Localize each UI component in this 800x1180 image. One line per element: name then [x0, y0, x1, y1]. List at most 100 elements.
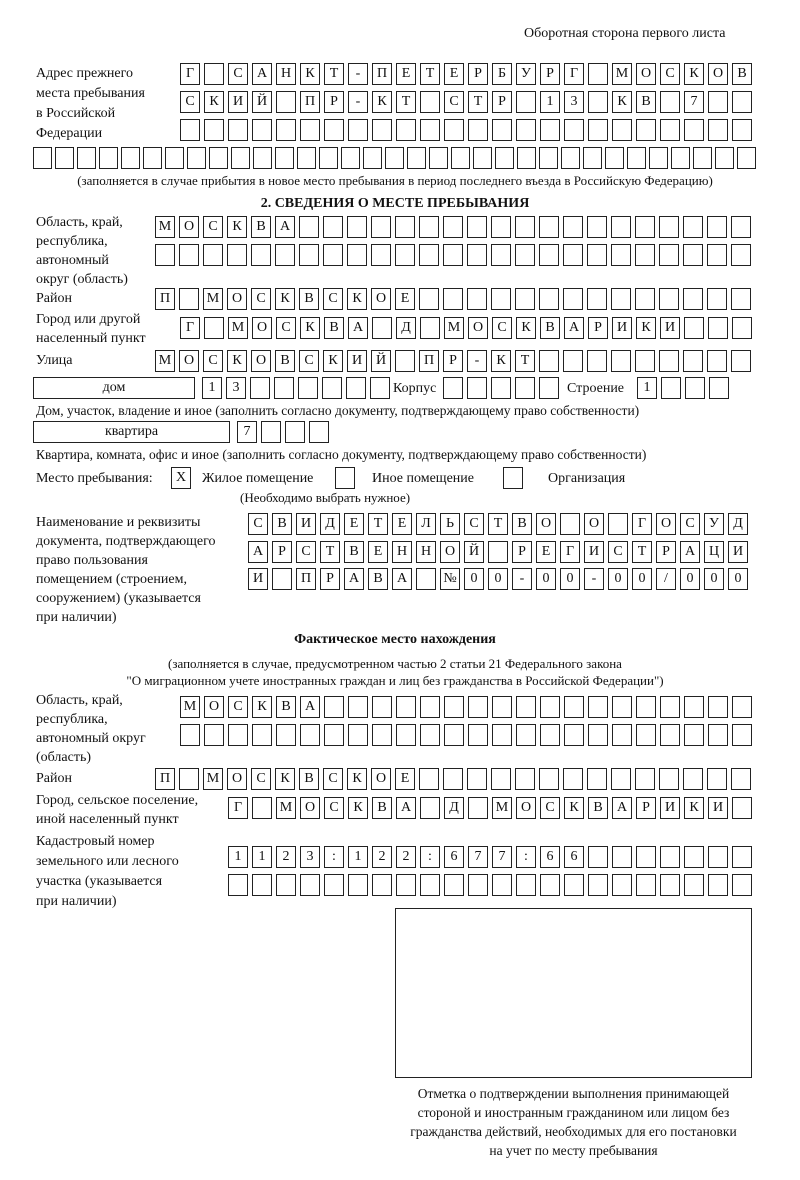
char-cell[interactable] [517, 147, 536, 169]
char-cell[interactable] [444, 119, 464, 141]
char-cell[interactable] [684, 874, 704, 896]
char-cell[interactable] [540, 874, 560, 896]
char-cell[interactable] [275, 244, 295, 266]
char-cell[interactable]: М [492, 797, 512, 819]
char-cell[interactable] [495, 147, 514, 169]
char-cell[interactable]: У [516, 63, 536, 85]
char-cell[interactable]: П [419, 350, 439, 372]
char-cell[interactable]: И [612, 317, 632, 339]
char-cell[interactable] [407, 147, 426, 169]
char-cell[interactable]: 1 [202, 377, 222, 399]
char-cell[interactable] [540, 119, 560, 141]
char-cell[interactable] [275, 147, 294, 169]
char-cell[interactable]: К [323, 350, 343, 372]
char-cell[interactable]: С [444, 91, 464, 113]
char-cell[interactable] [179, 768, 199, 790]
char-cell[interactable] [683, 216, 703, 238]
char-cell[interactable] [285, 421, 305, 443]
char-cell[interactable]: Й [371, 350, 391, 372]
char-cell[interactable]: О [440, 541, 460, 563]
char-cell[interactable] [731, 244, 751, 266]
char-cell[interactable] [323, 244, 343, 266]
char-cell[interactable] [516, 874, 536, 896]
char-cell[interactable] [515, 216, 535, 238]
char-cell[interactable] [588, 91, 608, 113]
char-cell[interactable]: А [275, 216, 295, 238]
char-cell[interactable] [473, 147, 492, 169]
char-cell[interactable]: У [704, 513, 724, 535]
char-cell[interactable]: О [516, 797, 536, 819]
char-cell[interactable] [611, 216, 631, 238]
char-cell[interactable]: : [516, 846, 536, 868]
char-cell[interactable] [539, 768, 559, 790]
char-cell[interactable]: В [276, 696, 296, 718]
char-cell[interactable]: К [275, 288, 295, 310]
char-cell[interactable]: П [372, 63, 392, 85]
char-cell[interactable] [299, 216, 319, 238]
char-cell[interactable]: С [276, 317, 296, 339]
char-cell[interactable]: К [564, 797, 584, 819]
char-cell[interactable] [491, 768, 511, 790]
char-cell[interactable] [693, 147, 712, 169]
char-cell[interactable] [468, 119, 488, 141]
char-cell[interactable]: К [491, 350, 511, 372]
char-cell[interactable] [612, 846, 632, 868]
char-cell[interactable]: - [348, 91, 368, 113]
char-cell[interactable] [611, 768, 631, 790]
char-cell[interactable] [660, 846, 680, 868]
char-cell[interactable]: 0 [488, 568, 508, 590]
char-cell[interactable] [419, 768, 439, 790]
char-cell[interactable]: М [276, 797, 296, 819]
char-cell[interactable] [539, 244, 559, 266]
char-cell[interactable]: Н [392, 541, 412, 563]
char-cell[interactable] [683, 768, 703, 790]
char-cell[interactable] [587, 768, 607, 790]
char-cell[interactable] [659, 288, 679, 310]
char-cell[interactable]: О [371, 768, 391, 790]
char-cell[interactable] [539, 350, 559, 372]
char-cell[interactable] [587, 244, 607, 266]
char-cell[interactable] [121, 147, 140, 169]
char-cell[interactable]: 1 [540, 91, 560, 113]
char-cell[interactable]: О [656, 513, 676, 535]
char-cell[interactable] [155, 244, 175, 266]
char-cell[interactable] [708, 846, 728, 868]
char-cell[interactable]: Р [636, 797, 656, 819]
char-cell[interactable] [612, 119, 632, 141]
char-cell[interactable] [420, 797, 440, 819]
char-cell[interactable]: С [251, 768, 271, 790]
char-cell[interactable] [587, 216, 607, 238]
char-cell[interactable] [731, 288, 751, 310]
char-cell[interactable]: Д [320, 513, 340, 535]
char-cell[interactable] [708, 696, 728, 718]
char-cell[interactable] [252, 874, 272, 896]
char-cell[interactable] [180, 119, 200, 141]
char-cell[interactable] [732, 724, 752, 746]
char-cell[interactable] [209, 147, 228, 169]
char-cell[interactable]: И [660, 317, 680, 339]
char-cell[interactable]: 7 [492, 846, 512, 868]
char-cell[interactable] [732, 696, 752, 718]
char-cell[interactable] [468, 724, 488, 746]
char-cell[interactable]: С [228, 696, 248, 718]
char-cell[interactable] [636, 696, 656, 718]
char-cell[interactable]: И [248, 568, 268, 590]
char-cell[interactable]: 6 [540, 846, 560, 868]
char-cell[interactable] [300, 119, 320, 141]
char-cell[interactable] [419, 244, 439, 266]
char-cell[interactable]: С [248, 513, 268, 535]
char-cell[interactable]: К [347, 768, 367, 790]
char-cell[interactable] [443, 288, 463, 310]
char-cell[interactable]: М [203, 768, 223, 790]
char-cell[interactable]: - [467, 350, 487, 372]
char-cell[interactable] [396, 119, 416, 141]
char-cell[interactable] [346, 377, 366, 399]
char-cell[interactable]: М [612, 63, 632, 85]
char-cell[interactable]: 0 [536, 568, 556, 590]
